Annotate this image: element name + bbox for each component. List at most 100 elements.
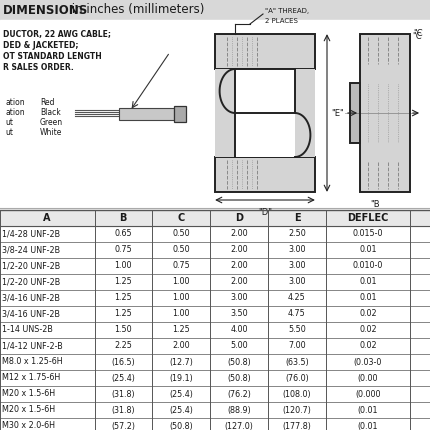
Text: 0.010-0: 0.010-0 bbox=[353, 261, 383, 270]
Bar bbox=[215, 34, 315, 69]
Text: 3/4-16 UNF-2B: 3/4-16 UNF-2B bbox=[2, 294, 60, 302]
Bar bbox=[0, 210, 430, 226]
Text: (0.00: (0.00 bbox=[358, 374, 378, 383]
Text: DIMENSIONS: DIMENSIONS bbox=[3, 3, 88, 16]
Text: (0.03-0: (0.03-0 bbox=[354, 357, 382, 366]
Bar bbox=[0, 20, 430, 210]
Bar bbox=[0, 402, 430, 418]
Text: (0.000: (0.000 bbox=[355, 390, 381, 399]
Bar bbox=[0, 354, 430, 370]
Text: (50.8): (50.8) bbox=[227, 374, 251, 383]
Text: ation: ation bbox=[5, 98, 25, 107]
Text: (177.8): (177.8) bbox=[283, 421, 311, 430]
Text: M8.0 x 1.25-6H: M8.0 x 1.25-6H bbox=[2, 357, 63, 366]
Text: (12.7): (12.7) bbox=[169, 357, 193, 366]
Text: R SALES ORDER.: R SALES ORDER. bbox=[3, 63, 74, 72]
Text: 5.00: 5.00 bbox=[230, 341, 248, 350]
Text: 2.00: 2.00 bbox=[230, 246, 248, 255]
Bar bbox=[0, 338, 430, 354]
Bar bbox=[0, 0, 430, 20]
Bar bbox=[215, 69, 235, 157]
Bar bbox=[0, 274, 430, 290]
Bar bbox=[235, 69, 295, 113]
Text: Red: Red bbox=[40, 98, 55, 107]
Text: C: C bbox=[177, 213, 184, 223]
Text: Green: Green bbox=[40, 118, 63, 127]
Text: ut: ut bbox=[5, 118, 13, 127]
Text: 2.00: 2.00 bbox=[172, 341, 190, 350]
Text: 2 PLACES: 2 PLACES bbox=[265, 18, 298, 24]
Bar bbox=[0, 258, 430, 274]
Text: (25.4): (25.4) bbox=[169, 390, 193, 399]
Text: M12 x 1.75-6H: M12 x 1.75-6H bbox=[2, 374, 60, 383]
Text: 2.25: 2.25 bbox=[114, 341, 132, 350]
Bar bbox=[215, 157, 315, 192]
Text: (50.8): (50.8) bbox=[169, 421, 193, 430]
Bar bbox=[350, 83, 360, 143]
Text: (16.5): (16.5) bbox=[111, 357, 135, 366]
Text: (0.01: (0.01 bbox=[358, 421, 378, 430]
Text: D: D bbox=[235, 213, 243, 223]
Text: 1.00: 1.00 bbox=[114, 261, 132, 270]
Text: 1.25: 1.25 bbox=[114, 310, 132, 319]
Text: DEFLEC: DEFLEC bbox=[347, 213, 389, 223]
Text: 4.25: 4.25 bbox=[288, 294, 306, 302]
Text: 2.50: 2.50 bbox=[288, 230, 306, 239]
Text: 3.00: 3.00 bbox=[230, 294, 248, 302]
Text: 0.75: 0.75 bbox=[114, 246, 132, 255]
Text: B: B bbox=[119, 213, 127, 223]
Bar bbox=[235, 113, 295, 157]
Bar bbox=[0, 418, 430, 430]
Text: (25.4): (25.4) bbox=[111, 374, 135, 383]
Text: 5.50: 5.50 bbox=[288, 326, 306, 335]
Text: 0.02: 0.02 bbox=[359, 326, 377, 335]
Bar bbox=[0, 242, 430, 258]
Text: 1.50: 1.50 bbox=[114, 326, 132, 335]
Text: 3.50: 3.50 bbox=[230, 310, 248, 319]
Text: DUCTOR, 22 AWG CABLE;: DUCTOR, 22 AWG CABLE; bbox=[3, 30, 111, 39]
Text: ut: ut bbox=[5, 128, 13, 137]
Text: (76.0): (76.0) bbox=[285, 374, 309, 383]
Text: 1/4-12 UNF-2-B: 1/4-12 UNF-2-B bbox=[2, 341, 63, 350]
Text: (31.8): (31.8) bbox=[111, 390, 135, 399]
Text: 2.00: 2.00 bbox=[230, 261, 248, 270]
Text: 2.00: 2.00 bbox=[230, 277, 248, 286]
Text: 0.65: 0.65 bbox=[114, 230, 132, 239]
Bar bbox=[0, 290, 430, 306]
Text: 0.01: 0.01 bbox=[359, 294, 377, 302]
Text: M20 x 1.5-6H: M20 x 1.5-6H bbox=[2, 390, 55, 399]
Bar bbox=[0, 386, 430, 402]
Text: 1/2-20 UNF-2B: 1/2-20 UNF-2B bbox=[2, 261, 60, 270]
Text: DED & JACKETED;: DED & JACKETED; bbox=[3, 41, 79, 50]
Text: M30 x 2.0-6H: M30 x 2.0-6H bbox=[2, 421, 55, 430]
Text: 1.00: 1.00 bbox=[172, 294, 190, 302]
Bar bbox=[0, 226, 430, 242]
Text: 1.25: 1.25 bbox=[114, 277, 132, 286]
Bar bbox=[0, 306, 430, 322]
Text: 0.015-0: 0.015-0 bbox=[353, 230, 383, 239]
Text: (120.7): (120.7) bbox=[283, 405, 311, 415]
Text: (50.8): (50.8) bbox=[227, 357, 251, 366]
Text: "E": "E" bbox=[331, 108, 344, 117]
Text: Black: Black bbox=[40, 108, 61, 117]
Bar bbox=[360, 34, 410, 192]
Text: 1/4-28 UNF-2B: 1/4-28 UNF-2B bbox=[2, 230, 60, 239]
Text: 3.00: 3.00 bbox=[288, 261, 306, 270]
Text: 1-14 UNS-2B: 1-14 UNS-2B bbox=[2, 326, 53, 335]
Text: (88.9): (88.9) bbox=[227, 405, 251, 415]
Text: 3.00: 3.00 bbox=[288, 277, 306, 286]
Text: (31.8): (31.8) bbox=[111, 405, 135, 415]
Text: OT STANDARD LENGTH: OT STANDARD LENGTH bbox=[3, 52, 102, 61]
Bar bbox=[119, 108, 174, 120]
Text: in inches (millimeters): in inches (millimeters) bbox=[68, 3, 204, 16]
Text: 1.00: 1.00 bbox=[172, 310, 190, 319]
Text: 0.75: 0.75 bbox=[172, 261, 190, 270]
Text: 4.75: 4.75 bbox=[288, 310, 306, 319]
Text: E: E bbox=[294, 213, 300, 223]
Text: (19.1): (19.1) bbox=[169, 374, 193, 383]
Text: 1.25: 1.25 bbox=[172, 326, 190, 335]
Text: White: White bbox=[40, 128, 62, 137]
Text: 7.00: 7.00 bbox=[288, 341, 306, 350]
Text: (127.0): (127.0) bbox=[224, 421, 253, 430]
Text: ation: ation bbox=[5, 108, 25, 117]
